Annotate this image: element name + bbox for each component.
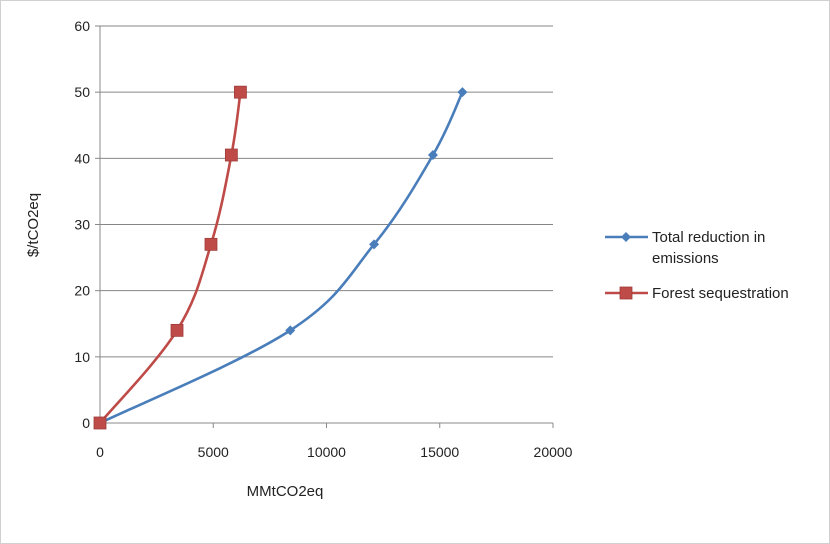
series-line: [99, 91, 242, 424]
legend-item: Total reduction in emissions: [605, 229, 765, 267]
x-tick-label: 0: [96, 444, 104, 460]
legend-swatch-marker: [619, 286, 633, 300]
data-point: [457, 87, 468, 98]
x-tick-label: 20000: [534, 444, 573, 460]
data-point: [224, 148, 238, 162]
legend-label: Forest sequestration: [652, 285, 789, 302]
x-tick-label: 5000: [198, 444, 229, 460]
series-layer: [93, 85, 468, 430]
y-tick-labels: 0 10 20 30 40 50 60: [74, 18, 100, 431]
y-tick-label: 20: [74, 283, 90, 299]
data-point: [93, 416, 107, 430]
y-tick-label: 60: [74, 18, 90, 34]
series-forest-sequestration: [93, 85, 247, 430]
data-point: [234, 85, 247, 99]
data-point: [427, 150, 438, 161]
x-tick-labels: 0 5000 10000 15000 20000: [96, 423, 573, 460]
data-point: [285, 325, 296, 336]
gridlines: [100, 25, 553, 358]
y-tick-label: 30: [74, 217, 90, 233]
legend-label: Total reduction in: [652, 229, 765, 246]
legend-label: emissions: [652, 250, 719, 267]
y-tick-label: 10: [74, 349, 90, 365]
data-point: [369, 239, 380, 250]
legend-item: Forest sequestration: [605, 285, 789, 302]
legend-swatch-marker: [621, 232, 631, 242]
y-tick-label: 0: [82, 415, 90, 431]
series-line: [99, 91, 464, 425]
x-tick-label: 15000: [420, 444, 459, 460]
data-point: [204, 237, 218, 251]
x-axis-title: MMtCO2eq: [247, 483, 324, 500]
y-tick-label: 50: [74, 84, 90, 100]
data-point: [170, 323, 184, 337]
y-tick-label: 40: [74, 150, 90, 166]
y-axis-title: $/tCO2eq: [25, 193, 42, 257]
x-tick-label: 10000: [307, 444, 346, 460]
series-total-reduction: [95, 87, 468, 428]
legend: Total reduction in emissions Forest seques…: [605, 229, 789, 302]
